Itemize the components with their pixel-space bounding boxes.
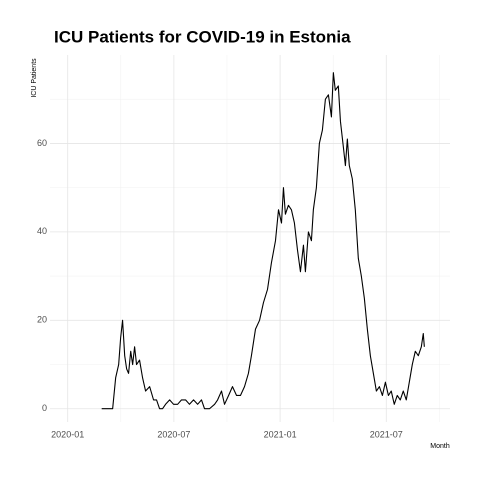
x-tick-label: 2020-01 [51, 429, 84, 439]
x-tick-label: 2021-01 [264, 429, 297, 439]
y-axis-label: ICU Patients [31, 58, 38, 98]
grid [50, 55, 450, 422]
chart-title: ICU Patients for COVID-19 in Estonia [54, 27, 351, 46]
x-axis-label: Month [430, 443, 450, 450]
y-tick-label: 40 [37, 226, 47, 236]
y-tick-label: 20 [37, 315, 47, 325]
y-tick-label: 60 [37, 138, 47, 148]
x-tick-label: 2020-07 [157, 429, 190, 439]
x-tick-label: 2021-07 [370, 429, 403, 439]
line [101, 72, 425, 410]
marks [101, 72, 425, 410]
y-tick-label: 0 [42, 403, 47, 413]
